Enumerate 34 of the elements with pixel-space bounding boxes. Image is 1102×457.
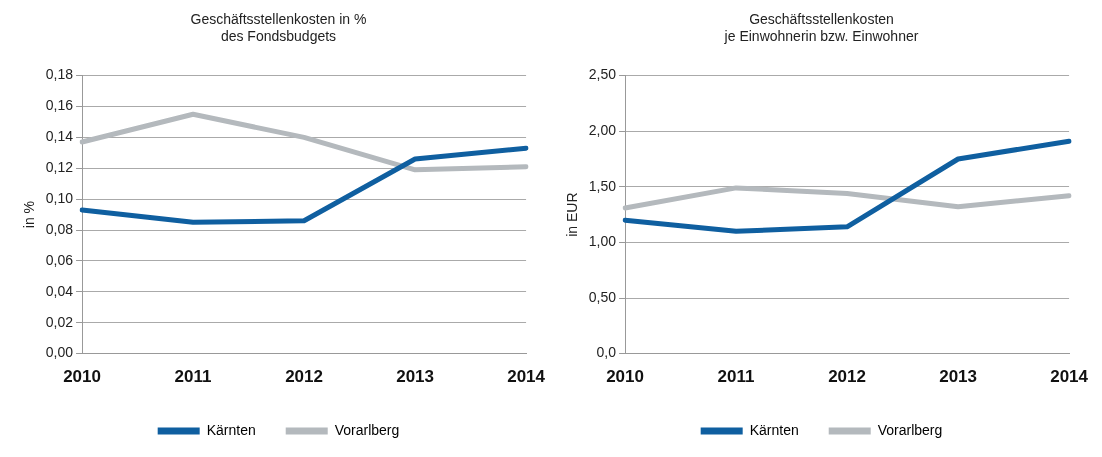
y-axis-title: in % (21, 200, 38, 229)
legend-label: Kärnten (206, 421, 256, 438)
legend-label: Vorarlberg (334, 421, 400, 438)
chart-title: Geschäftsstellenkosten in % des Fondsbudgets (190, 11, 367, 45)
y-tick-label: 0,02 (45, 313, 74, 330)
y-tick-label: 0,10 (45, 190, 74, 207)
legend-label: Kärnten (749, 421, 799, 438)
x-tick-label: 2013 (939, 367, 977, 387)
y-tick-label: 0,04 (45, 282, 74, 299)
y-tick-label: 0,08 (45, 220, 74, 237)
y-tick-label: 0,14 (45, 128, 74, 145)
y-tick-label: 1,00 (588, 233, 617, 250)
y-tick-label: 0,0 (596, 344, 617, 361)
y-tick-label: 1,50 (588, 177, 617, 194)
y-tick-label: 0,06 (45, 251, 74, 268)
x-tick-label: 2010 (63, 367, 101, 387)
y-tick-label: 0,50 (588, 288, 617, 305)
y-tick-label: 2,50 (588, 66, 617, 83)
x-tick-label: 2010 (606, 367, 644, 387)
y-tick-label: 2,00 (588, 122, 617, 139)
y-tick-label: 0,16 (45, 97, 74, 114)
x-tick-label: 2012 (285, 367, 323, 387)
x-tick-label: 2013 (396, 367, 434, 387)
y-tick-label: 0,00 (45, 344, 74, 361)
legend-label: Vorarlberg (877, 421, 943, 438)
x-tick-label: 2011 (174, 367, 212, 387)
y-tick-label: 0,18 (45, 66, 74, 83)
x-tick-label: 2014 (1050, 367, 1089, 387)
y-axis-title: in EUR (564, 192, 581, 237)
chart-title: Geschäftsstellenkosten je Einwohnerin bzw. Einwohner (723, 11, 919, 45)
x-tick-label: 2011 (717, 367, 755, 387)
x-tick-label: 2014 (507, 367, 546, 387)
y-tick-label: 0,12 (45, 159, 74, 176)
x-tick-label: 2012 (828, 367, 866, 387)
